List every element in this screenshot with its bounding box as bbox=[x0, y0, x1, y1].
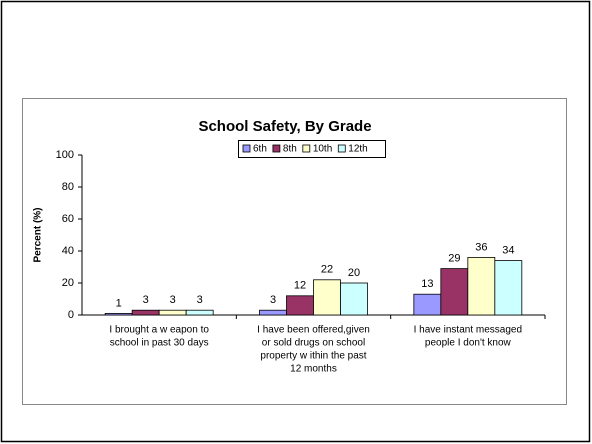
x-tick-label: property w ithin the past bbox=[260, 351, 366, 362]
bar bbox=[313, 279, 341, 316]
x-tick-label: or sold drugs on school bbox=[262, 338, 365, 349]
legend-label: 6th bbox=[253, 144, 267, 155]
legend-label: 8th bbox=[283, 144, 297, 155]
y-tick-label: 40 bbox=[62, 245, 74, 257]
data-label: 1 bbox=[116, 297, 122, 309]
bar bbox=[467, 256, 496, 316]
bar bbox=[413, 293, 442, 316]
data-label: 12 bbox=[294, 280, 306, 292]
legend-swatch bbox=[272, 144, 281, 153]
legend-swatch bbox=[302, 144, 311, 153]
legend-label: 12th bbox=[348, 144, 367, 155]
x-tick-label: I have instant messaged bbox=[414, 325, 522, 336]
y-tick-label: 100 bbox=[56, 149, 74, 161]
data-label: 13 bbox=[421, 278, 433, 290]
legend-swatch bbox=[337, 144, 346, 153]
data-label: 29 bbox=[448, 253, 460, 265]
bar bbox=[104, 312, 133, 316]
data-label: 3 bbox=[170, 294, 176, 306]
bar bbox=[131, 309, 160, 316]
bar bbox=[286, 295, 314, 316]
x-tick-label: 12 months bbox=[290, 364, 337, 375]
x-tick-label: I have been offered,given bbox=[257, 325, 370, 336]
x-tick-label: people I don't know bbox=[425, 338, 512, 349]
data-label: 3 bbox=[197, 294, 203, 306]
x-tick-label: I brought a w eapon to bbox=[109, 325, 209, 336]
x-tick-label: school in past 30 days bbox=[110, 338, 209, 349]
data-label: 20 bbox=[348, 267, 360, 279]
data-label: 3 bbox=[143, 294, 149, 306]
y-tick-label: 20 bbox=[62, 277, 74, 289]
legend-swatch bbox=[242, 144, 251, 153]
y-axis-label: Percent (%) bbox=[33, 207, 44, 262]
y-tick-label: 0 bbox=[68, 309, 74, 321]
legend-label: 10th bbox=[313, 144, 332, 155]
data-label: 36 bbox=[475, 241, 487, 253]
bar bbox=[494, 260, 523, 316]
data-label: 22 bbox=[321, 264, 333, 276]
chart-title: School Safety, By Grade bbox=[198, 118, 371, 135]
data-label: 3 bbox=[270, 294, 276, 306]
bar bbox=[340, 282, 368, 316]
y-tick-label: 80 bbox=[62, 181, 74, 193]
bar bbox=[440, 268, 469, 316]
bar bbox=[158, 309, 187, 316]
data-label: 34 bbox=[502, 245, 514, 257]
bar bbox=[185, 309, 214, 316]
bar bbox=[259, 309, 287, 316]
y-tick-label: 60 bbox=[62, 213, 74, 225]
